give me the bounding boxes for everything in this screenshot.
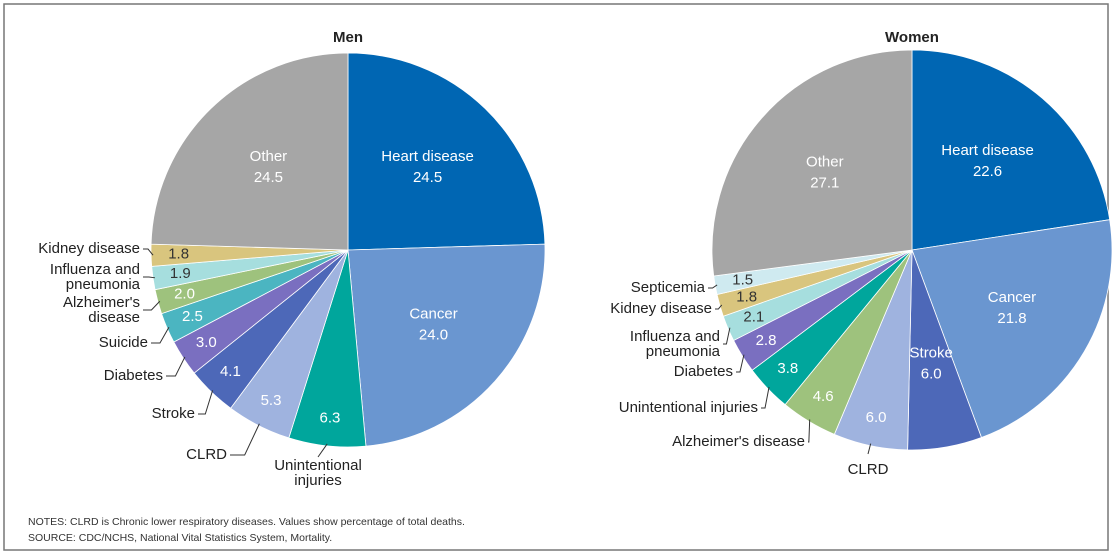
leader-line: [143, 300, 161, 311]
slice-name: Heart disease: [381, 148, 474, 165]
leader-line: [736, 354, 745, 373]
slice-name: Septicemia: [631, 279, 706, 296]
leader-line: [715, 304, 723, 310]
slice-name: Kidney disease: [38, 240, 140, 257]
value-label: 5.3: [261, 392, 282, 409]
leader-line: [230, 423, 260, 456]
slice-name: Kidney disease: [610, 300, 712, 317]
slice-name: Stroke: [152, 405, 195, 422]
slice-name: Influenza and pneumonia: [630, 328, 721, 360]
leader-line: [143, 276, 156, 279]
leader-line: [808, 419, 811, 443]
leader-line: [708, 284, 718, 289]
pie-slice: [911, 49, 1111, 251]
slice-name: Diabetes: [104, 367, 163, 384]
value-label: 21.8: [997, 310, 1026, 327]
value-label: 6.0: [866, 409, 887, 426]
slice-name: Unintentional injuries: [619, 399, 758, 416]
leader-line: [867, 443, 872, 455]
slice-name: Cancer: [409, 306, 457, 323]
pie-slice: [711, 49, 913, 277]
slice-name: Cancer: [988, 289, 1036, 306]
value-label: 24.0: [419, 327, 448, 344]
slice-name: CLRD: [848, 461, 889, 478]
slice-name: Alzheimer's disease: [63, 294, 140, 326]
leader-line: [151, 327, 170, 344]
value-label: 3.0: [196, 334, 217, 351]
pie-slice: [347, 243, 546, 447]
note: NOTES: CLRD is Chronic lower respiratory…: [28, 516, 465, 528]
value-label: 3.8: [777, 360, 798, 377]
slice-name: Suicide: [99, 334, 148, 351]
slice-name: Diabetes: [674, 363, 733, 380]
pie-slice: [150, 52, 349, 251]
leader-line: [143, 248, 154, 256]
value-label: 24.5: [254, 169, 283, 186]
pie-slice: [911, 219, 1113, 439]
value-label: 22.6: [973, 163, 1002, 180]
slice-name: Influenza and pneumonia: [50, 261, 141, 293]
slice-name: CLRD: [186, 446, 227, 463]
value-label: 2.5: [182, 308, 203, 325]
slice-name: Other: [806, 153, 844, 170]
slice-name: Heart disease: [941, 142, 1034, 159]
value-label: 1.8: [168, 245, 189, 262]
chart-title: Men: [333, 29, 363, 46]
value-label: 1.9: [170, 265, 191, 282]
leader-line: [166, 356, 186, 377]
value-label: 2.0: [174, 285, 195, 302]
leader-line: [723, 327, 731, 345]
slice-name: Stroke: [910, 344, 953, 361]
value-label: 6.3: [319, 409, 340, 426]
source: SOURCE: CDC/NCHS, National Vital Statist…: [28, 532, 332, 544]
value-label: 4.6: [813, 388, 834, 405]
value-label: 27.1: [810, 174, 839, 191]
value-label: 2.1: [743, 308, 764, 325]
leader-line: [317, 443, 328, 458]
value-label: 1.5: [732, 271, 753, 288]
value-label: 6.0: [921, 365, 942, 382]
leader-line: [198, 390, 214, 415]
value-label: 24.5: [413, 169, 442, 186]
slice-name: Alzheimer's disease: [672, 433, 805, 450]
slice-name: Other: [250, 148, 288, 165]
slice-name: Unintentional injuries: [274, 457, 362, 489]
chart-title: Women: [885, 29, 939, 46]
leader-line: [761, 386, 770, 409]
value-label: 1.8: [736, 289, 757, 306]
value-label: 4.1: [220, 363, 241, 380]
pie-slice: [347, 52, 546, 251]
value-label: 2.8: [756, 332, 777, 349]
